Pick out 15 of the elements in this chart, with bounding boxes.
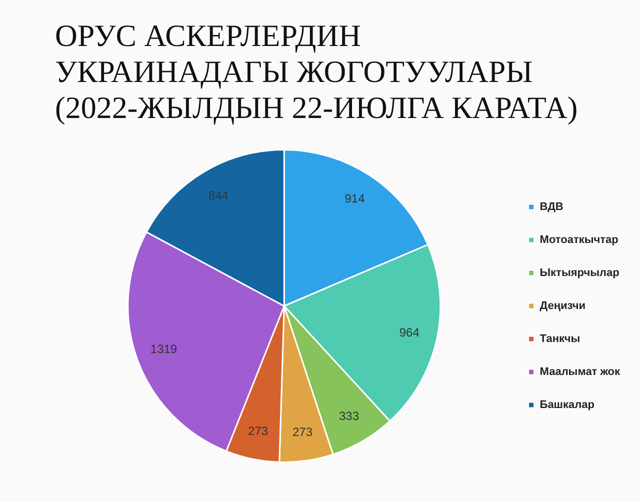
data-label: 273 (292, 425, 313, 440)
data-label: 273 (248, 424, 268, 438)
chart-title: ОРУС АСКЕРЛЕРДИН УКРАИНАДАГЫ ЖОГОТУУЛАРЫ (2022-ЖЫЛДЫН 22-ИЮЛГА КАРАТА) (55, 18, 578, 126)
legend-label: ВДВ (540, 201, 564, 214)
legend-label: Башкалар (540, 399, 595, 412)
data-label: 844 (208, 188, 229, 202)
legend-label: Танкчы (540, 333, 580, 346)
legend-label: Мотоаткычтар (540, 234, 619, 246)
data-label: 333 (338, 408, 360, 423)
data-label: 964 (399, 325, 420, 340)
legend-label: Деңизчи (540, 300, 586, 312)
data-label: 914 (344, 191, 366, 206)
legend-label: Ыктыярчылар (540, 267, 620, 280)
data-label: 1319 (150, 342, 178, 356)
legend-label: Маалымат жок (540, 366, 620, 378)
